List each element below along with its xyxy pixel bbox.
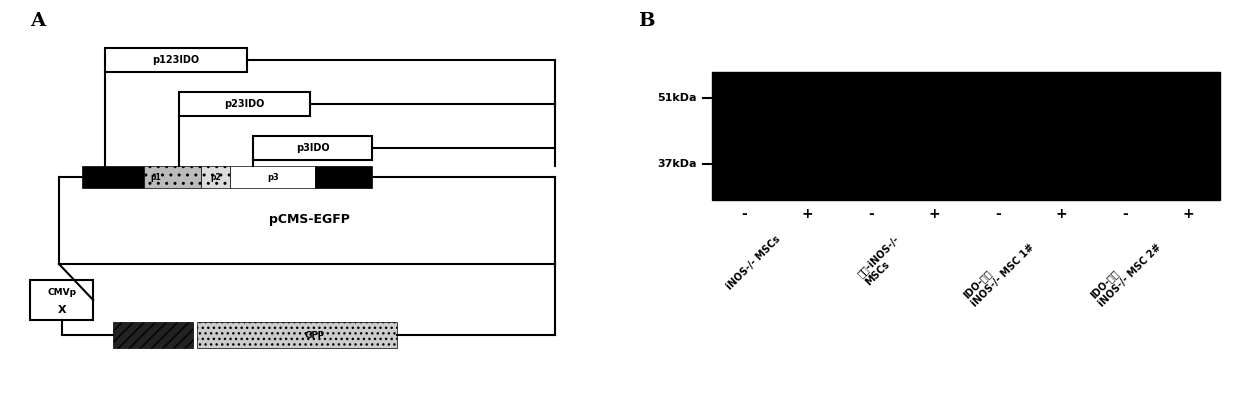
Bar xyxy=(712,72,1220,200)
Text: GFP: GFP xyxy=(305,330,325,340)
Text: -: - xyxy=(741,207,747,221)
Bar xyxy=(82,166,145,188)
Text: 挪体-iNOS-/-
MSCs: 挪体-iNOS-/- MSCs xyxy=(855,234,909,288)
Text: +: + xyxy=(929,207,940,221)
Text: B: B xyxy=(638,12,654,30)
Bar xyxy=(31,280,93,320)
Text: pCMS-EGFP: pCMS-EGFP xyxy=(269,214,351,226)
Text: IDO-表达
iNOS-/- MSC 2#: IDO-表达 iNOS-/- MSC 2# xyxy=(1088,234,1163,309)
Text: p23IDO: p23IDO xyxy=(224,99,264,109)
Text: p123IDO: p123IDO xyxy=(152,55,199,65)
Bar xyxy=(113,322,193,348)
Text: p3IDO: p3IDO xyxy=(296,143,330,153)
Text: A: A xyxy=(31,12,46,30)
Bar xyxy=(230,166,316,188)
Text: p3: p3 xyxy=(266,172,279,182)
Text: CMVp: CMVp xyxy=(47,288,77,297)
Text: 37kDa: 37kDa xyxy=(658,159,696,169)
Text: +: + xyxy=(1183,207,1194,221)
Text: +: + xyxy=(802,207,814,221)
Bar xyxy=(316,166,373,188)
Bar xyxy=(104,48,247,72)
Text: IDO-表达
iNOS-/- MSC 1#: IDO-表达 iNOS-/- MSC 1# xyxy=(961,234,1036,309)
Text: p2: p2 xyxy=(211,172,221,182)
Text: -: - xyxy=(995,207,1001,221)
Text: -: - xyxy=(869,207,873,221)
Bar xyxy=(145,166,202,188)
Bar xyxy=(178,92,310,116)
Bar xyxy=(253,136,373,160)
Text: -: - xyxy=(1123,207,1127,221)
Text: 51kDa: 51kDa xyxy=(658,92,696,102)
Text: +: + xyxy=(1056,207,1068,221)
Text: X: X xyxy=(57,305,66,315)
Text: p1: p1 xyxy=(150,172,161,182)
Bar xyxy=(202,166,230,188)
Text: iNOS-/- MSCs: iNOS-/- MSCs xyxy=(725,234,782,292)
Bar xyxy=(197,322,396,348)
